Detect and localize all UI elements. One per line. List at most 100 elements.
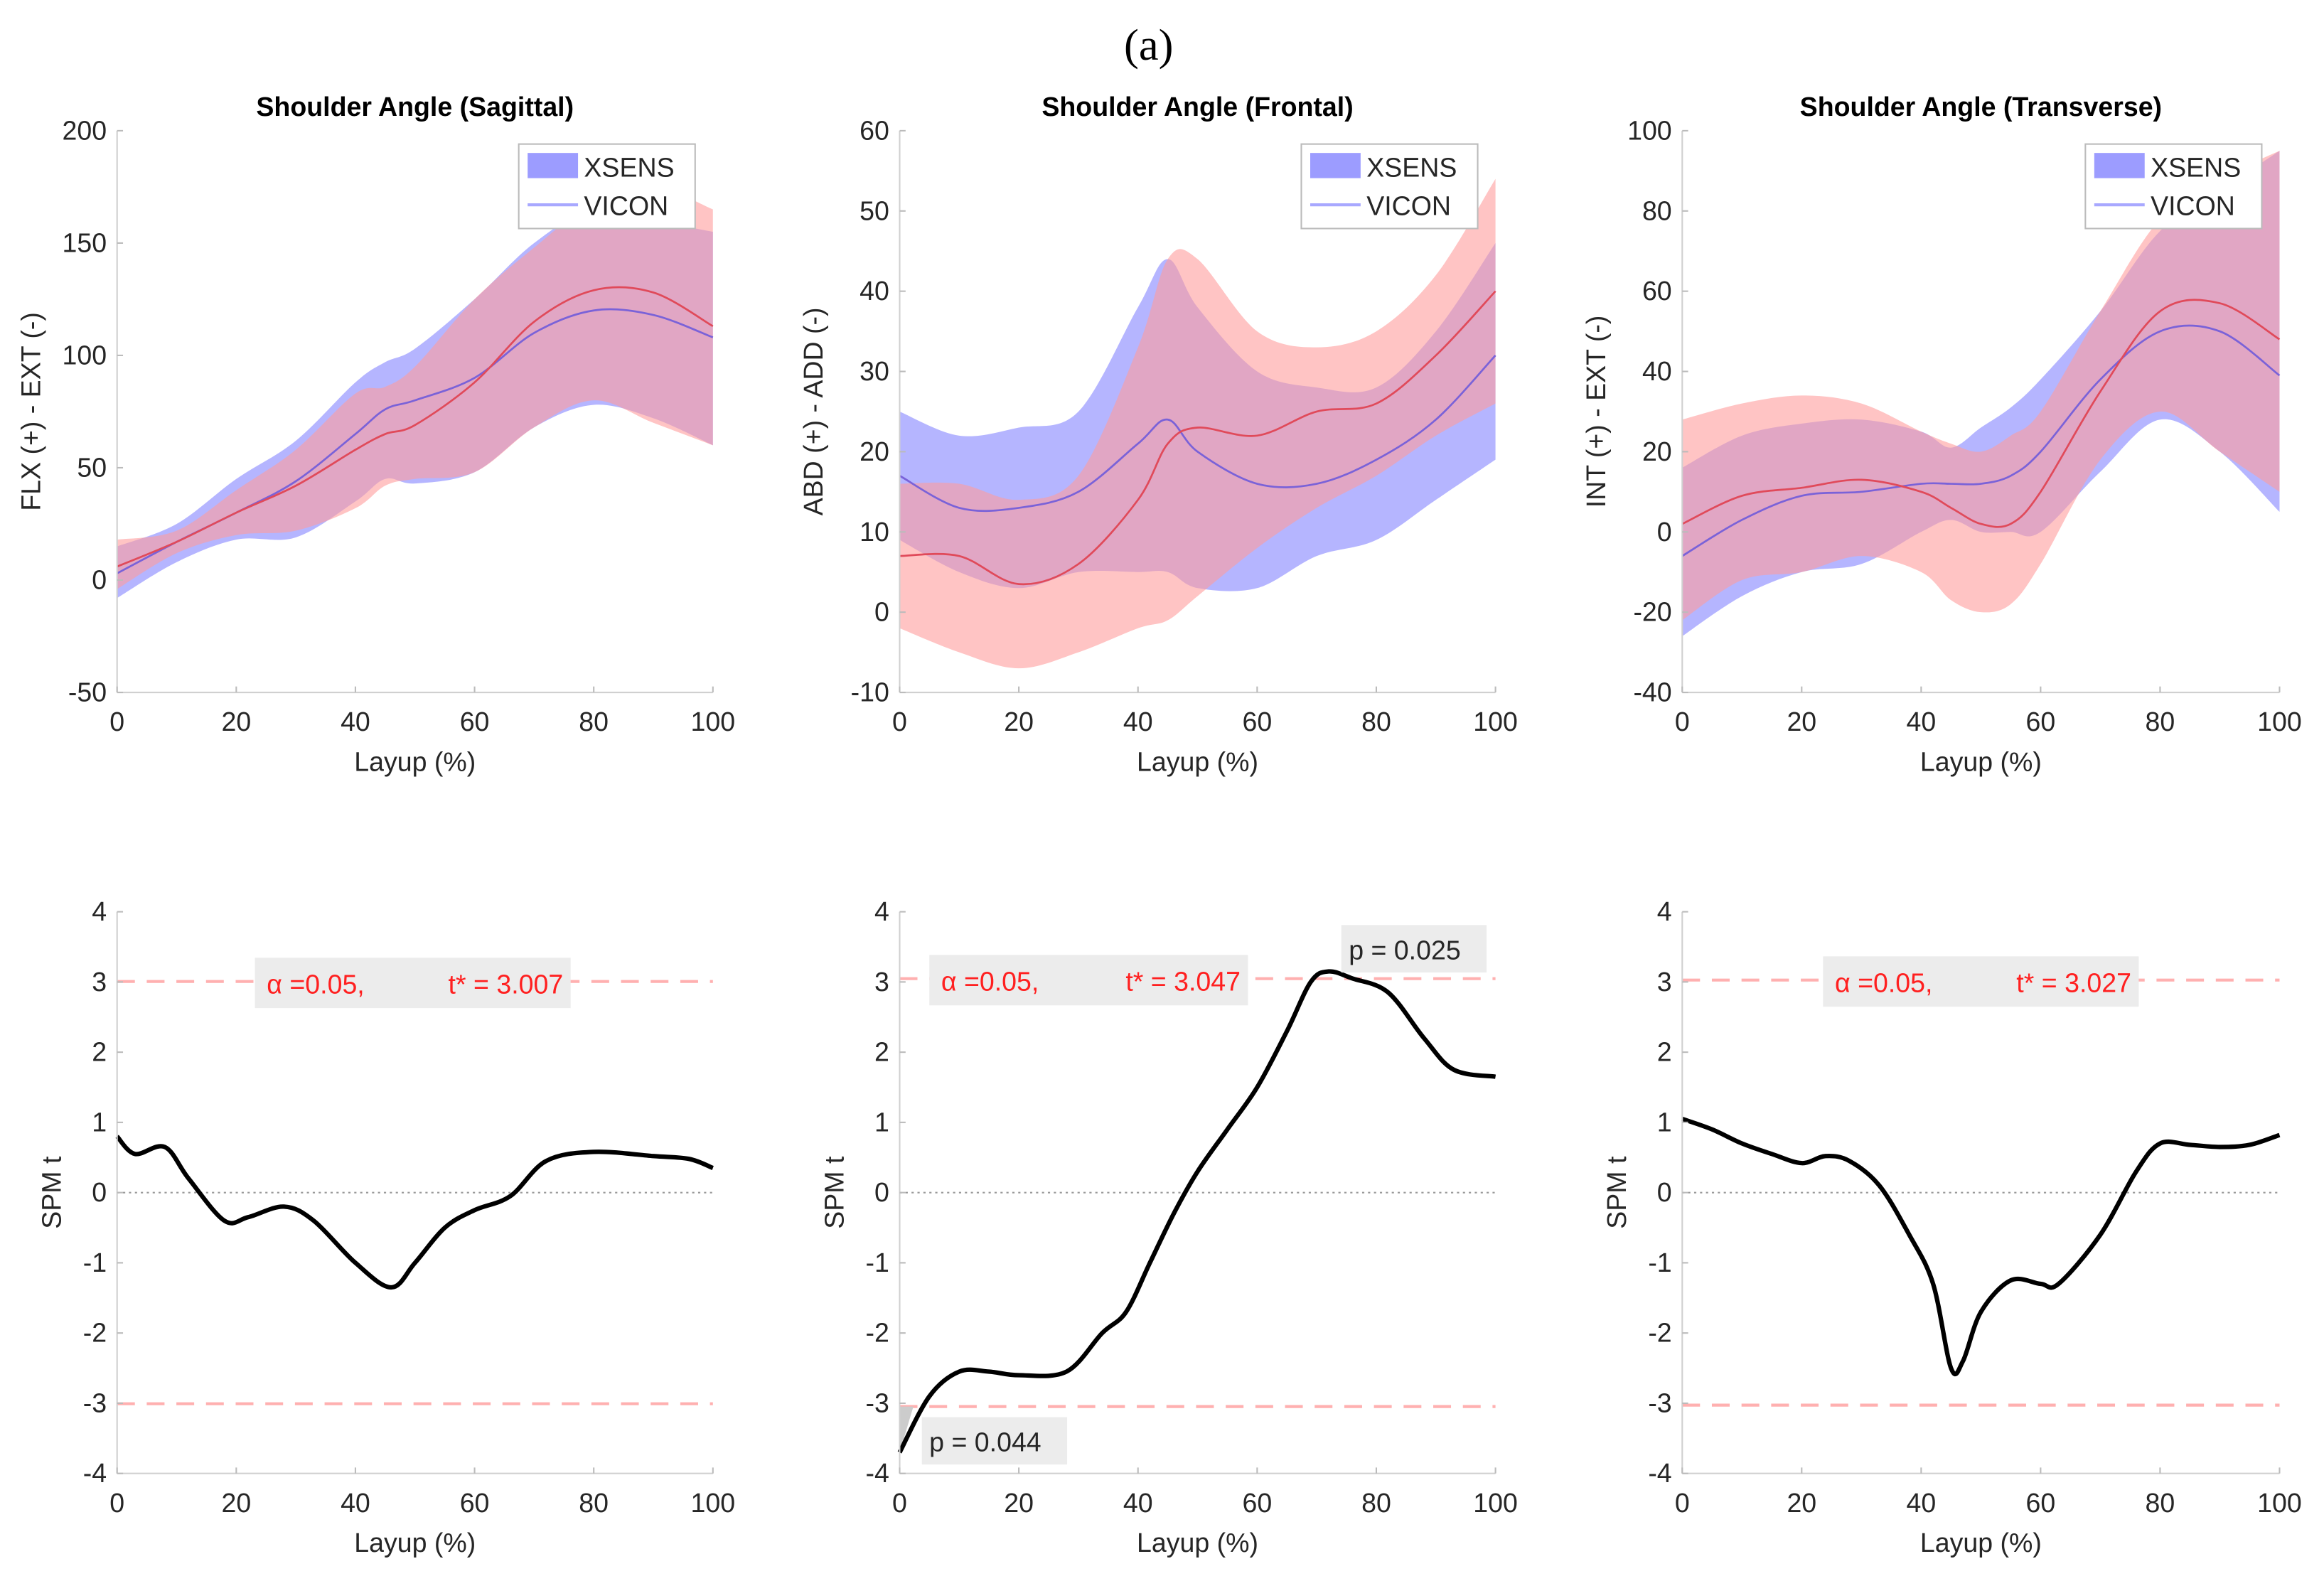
y-tick-label: 4 [874,896,889,926]
y-tick-label: 4 [92,896,107,926]
y-tick-label: -1 [83,1248,107,1277]
y-tick-label: -50 [68,677,107,707]
vicon-band [117,186,713,589]
chart-panel-1: XSENS VICON Shoulder Angle (Sagittal) 0 20 40… [16,92,735,776]
x-tick-label: 60 [460,1488,490,1518]
y-tick-label: -3 [83,1388,107,1417]
x-tick-label: 0 [109,707,124,736]
y-tick-label: 20 [1642,436,1672,466]
y-tick-label: 1 [874,1107,889,1137]
x-tick-label: 20 [221,1488,251,1518]
x-tick-label: 40 [341,707,370,736]
x-tick-label: 20 [1787,707,1816,736]
y-tick-label: 0 [874,1177,889,1207]
x-tick-label: 80 [579,707,609,736]
y-tick-label: 1 [1657,1107,1672,1137]
y-tick-label: 100 [63,340,107,370]
legend-label-xsens: XSENS [584,153,674,183]
alpha-label: α =0.05, [1835,967,1932,997]
chart-panel-4: α =0.05, t* = 3.007 0 20 40 60 80 100 -4 -3 -2 -1 0 1… [36,896,735,1558]
spm-t-curve [1681,1116,2281,1377]
y-tick-label: 0 [874,597,889,627]
y-tick-label: 40 [860,276,889,306]
chart-panel-3: XSENS VICON Shoulder Angle (Transverse) 0 20… [1581,92,2302,776]
spm-t-curve [115,1135,714,1290]
xsens-mean-line [1681,324,2281,557]
y-tick-label: 4 [1657,896,1672,926]
p-value-label: p = 0.025 [1349,935,1461,965]
y-tick-label: 50 [77,452,107,482]
y-tick-label: -40 [1633,677,1671,707]
legend-xsens-swatch [1310,153,1361,178]
y-tick-label: 2 [1657,1037,1672,1067]
x-axis-label: Layup (%) [354,747,476,777]
x-axis-label: Layup (%) [1920,747,2042,777]
figure-label: (a) [1124,20,1173,70]
y-tick-label: -20 [1633,597,1671,627]
y-tick-label: 80 [1642,195,1672,225]
y-tick-label: -1 [1648,1248,1671,1277]
y-tick-label: 150 [63,227,107,257]
x-tick-label: 60 [1242,707,1272,736]
vicon-band [899,178,1496,669]
x-tick-label: 0 [892,1488,907,1518]
y-tick-label: 200 [63,115,107,145]
y-tick-label: 100 [1627,115,1672,145]
legend: XSENS VICON [518,143,696,230]
chart-title: Shoulder Angle (Sagittal) [256,92,574,122]
xsens-mean-line [899,355,1496,513]
x-axis-label: Layup (%) [1920,1528,2042,1558]
y-tick-label: -1 [866,1248,889,1277]
y-tick-label: -4 [866,1458,889,1488]
y-tick-label: 10 [860,517,889,547]
x-tick-label: 80 [1361,1488,1391,1518]
chart-title: Shoulder Angle (Frontal) [1041,92,1353,122]
x-tick-label: 0 [892,707,907,736]
x-tick-label: 100 [2257,707,2302,736]
x-tick-label: 100 [1473,707,1518,736]
x-tick-label: 40 [1123,707,1153,736]
y-tick-label: -4 [1648,1458,1671,1488]
x-tick-label: 100 [1473,1488,1518,1518]
x-tick-label: 40 [1906,707,1936,736]
y-tick-label: 30 [860,356,889,386]
legend: XSENS VICON [1300,143,1479,230]
x-tick-label: 0 [1675,1488,1690,1518]
x-axis-label: Layup (%) [354,1528,476,1558]
chart-panel-6: α =0.05, t* = 3.027 0 20 40 60 80 100 -4 -3 -2 -1 0 1… [1602,896,2302,1558]
y-tick-label: 1 [92,1107,107,1137]
x-tick-label: 80 [2146,707,2175,736]
y-tick-label: 0 [92,1177,107,1207]
threshold-label-box [1823,956,2139,1007]
legend-label-vicon: VICON [2151,191,2235,221]
y-tick-label: 0 [1657,517,1672,547]
threshold-label-box [255,958,571,1009]
tstar-label: t* = 3.047 [1125,966,1241,996]
x-tick-label: 20 [1004,707,1034,736]
y-tick-label: 20 [860,436,889,466]
chart-title: Shoulder Angle (Transverse) [1800,92,2162,122]
legend-label-xsens: XSENS [2151,153,2241,183]
y-tick-label: 3 [1657,967,1672,997]
x-axis-label: Layup (%) [1137,1528,1258,1558]
y-axis-label: FLX (+) - EXT (-) [16,312,45,511]
y-tick-label: 3 [92,967,107,997]
vicon-mean-line [1681,299,2281,528]
x-tick-label: 80 [579,1488,609,1518]
x-tick-label: 0 [109,1488,124,1518]
y-axis-label: ABD (+) - ADD (-) [798,308,828,516]
x-tick-label: 100 [2257,1488,2302,1518]
y-axis-label: SPM t [36,1156,66,1229]
y-tick-label: 0 [1657,1177,1672,1207]
x-tick-label: 80 [1361,707,1391,736]
y-axis-label: INT (+) - EXT (-) [1581,316,1611,508]
alpha-label: α =0.05, [267,969,364,999]
x-tick-label: 60 [460,707,490,736]
threshold-label-box [929,955,1248,1006]
vicon-mean-line [899,290,1496,586]
y-tick-label: 2 [874,1037,889,1067]
x-tick-label: 80 [2146,1488,2175,1518]
x-tick-label: 40 [341,1488,370,1518]
x-tick-label: 20 [1787,1488,1816,1518]
